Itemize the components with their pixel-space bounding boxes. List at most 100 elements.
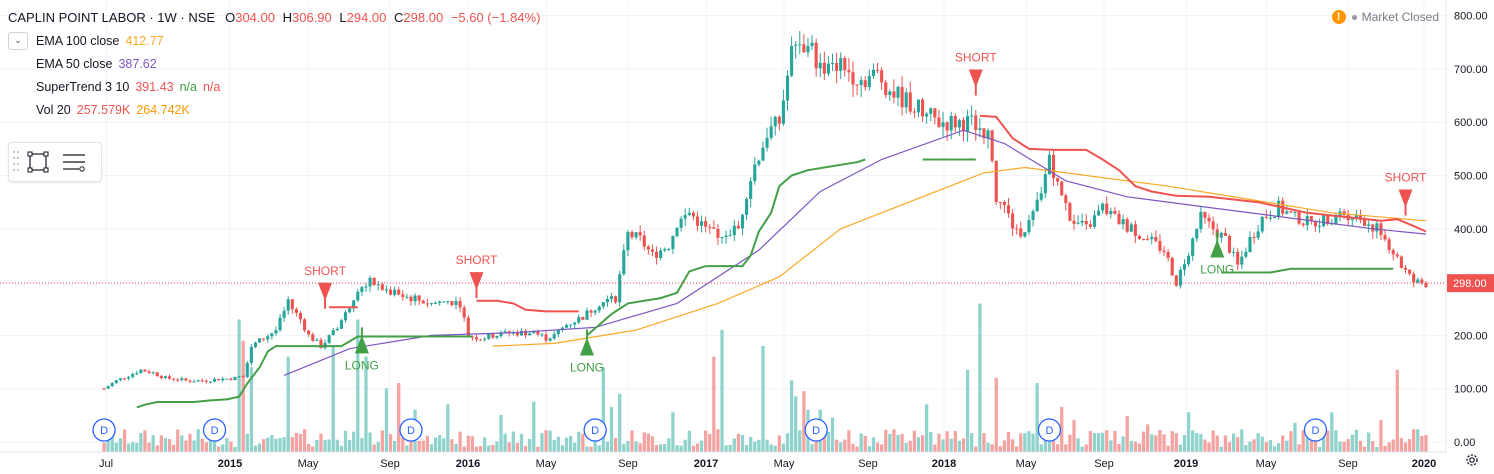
candle-body (1387, 239, 1391, 251)
volume-bar (507, 442, 511, 452)
volume-bar (1350, 434, 1354, 452)
volume-bar (474, 446, 479, 452)
volume-bar (1240, 429, 1244, 452)
candle-body (241, 376, 245, 378)
drawing-toolbar[interactable] (8, 142, 102, 182)
candle-body (253, 342, 258, 347)
volume-bar (1072, 420, 1076, 452)
volume-bar (294, 432, 299, 452)
candle-body (544, 334, 548, 341)
candle-body (1195, 229, 1199, 239)
volume-bar (916, 437, 921, 452)
candle-body (1232, 251, 1236, 253)
volume-bar (1330, 412, 1334, 452)
candle-body (393, 289, 397, 295)
dividend-marker[interactable] (1037, 418, 1062, 442)
select-area-icon[interactable] (20, 147, 56, 177)
volume-bar (1412, 429, 1416, 452)
volume-bar (131, 441, 135, 452)
volume-bar (1219, 446, 1223, 452)
volume-bar (1146, 424, 1150, 452)
dividend-marker[interactable] (804, 418, 828, 442)
volume-bar (446, 404, 450, 452)
volume-bar (196, 429, 200, 452)
volume-bar (167, 439, 172, 452)
settings-lines-icon[interactable] (56, 147, 92, 177)
candle-body (679, 218, 683, 228)
candle-body (695, 216, 700, 226)
candle-body (949, 115, 953, 131)
dividend-marker[interactable] (583, 418, 607, 442)
candle-body (597, 306, 601, 311)
candlesticks (102, 30, 1428, 390)
chevron-down-icon[interactable]: ⌄ (8, 31, 28, 50)
volume-bar (315, 439, 319, 452)
candle-body (654, 251, 659, 258)
candle-body (601, 302, 605, 307)
legend-supertrend[interactable]: SuperTrend 3 10 391.43 n/a n/a (36, 79, 221, 94)
candle-body (429, 303, 434, 305)
candle-body (1334, 215, 1338, 224)
candle-body (585, 310, 589, 320)
candle-body (135, 373, 139, 375)
volume-bar (519, 433, 524, 452)
volume-bar (789, 380, 794, 452)
volume-bar (331, 346, 335, 452)
volume-bars (102, 303, 1428, 452)
volume-bar (834, 439, 839, 452)
drag-handle[interactable] (12, 149, 20, 175)
candle-body (282, 310, 286, 318)
legend-ema100[interactable]: ⌄ EMA 100 close 412.77 (8, 29, 540, 52)
candle-body (986, 130, 990, 139)
candle-body (871, 69, 876, 76)
dividend-marker[interactable] (202, 418, 227, 442)
candle-body (855, 84, 859, 86)
candle-body (147, 371, 151, 373)
candle-body (749, 181, 753, 199)
dividend-marker[interactable] (399, 418, 423, 442)
candle-body (1363, 219, 1367, 226)
legend-ema50[interactable]: EMA 50 close 387.62 (36, 56, 157, 71)
volume-bar (732, 438, 736, 452)
volume-bar (613, 437, 618, 452)
volume-bar (642, 432, 646, 452)
dividend-marker[interactable] (1303, 418, 1328, 442)
candle-body (184, 378, 188, 381)
legend-volume[interactable]: Vol 20 257.579K 264.742K (36, 102, 190, 117)
warning-icon[interactable]: ! (1331, 10, 1346, 24)
supertrend-up-line (586, 158, 866, 337)
candle-body (1011, 213, 1015, 229)
candle-body (830, 63, 835, 65)
volume-bar (1416, 429, 1420, 452)
volume-bar (1043, 430, 1047, 452)
candle-body (1203, 211, 1207, 218)
volume-bar (900, 433, 904, 452)
volume-bar (1387, 442, 1391, 452)
candle-body (532, 331, 536, 334)
gear-icon[interactable] (1464, 452, 1480, 468)
candle-body (155, 372, 159, 376)
volume-bar (528, 438, 532, 452)
volume-bar (843, 439, 847, 452)
volume-bar (1297, 444, 1301, 452)
volume-bar (659, 444, 663, 452)
volume-bar (356, 319, 360, 452)
market-status[interactable]: ! Market Closed (1331, 10, 1439, 24)
candle-body (863, 80, 867, 88)
candle-body (1285, 211, 1289, 214)
volume-bar (712, 356, 716, 452)
volume-bar (548, 430, 552, 452)
volume-bar (1346, 439, 1350, 452)
volume-bar (1272, 446, 1277, 452)
volume-bar (409, 433, 413, 452)
candle-body (1301, 223, 1305, 226)
candle-body (303, 319, 307, 331)
volume-bar (110, 432, 114, 452)
candle-body (192, 381, 196, 383)
volume-bar (1313, 435, 1318, 452)
candle-body (1068, 202, 1072, 221)
dividend-marker[interactable] (92, 418, 116, 442)
